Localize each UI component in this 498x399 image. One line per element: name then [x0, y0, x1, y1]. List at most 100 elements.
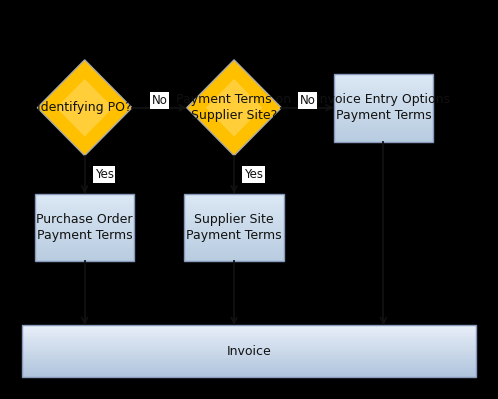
Bar — [35, 209, 134, 211]
Bar — [35, 234, 134, 236]
Bar — [22, 365, 476, 367]
Bar — [184, 236, 284, 238]
Bar — [334, 94, 433, 96]
Bar — [334, 89, 433, 91]
Bar — [334, 111, 433, 113]
Bar — [184, 202, 284, 204]
Bar — [35, 207, 134, 209]
Bar — [334, 105, 433, 106]
Bar — [334, 74, 433, 142]
Bar — [22, 369, 476, 371]
Bar — [184, 215, 284, 217]
Bar — [334, 115, 433, 116]
Bar — [22, 356, 476, 358]
Bar — [35, 229, 134, 231]
Bar — [184, 231, 284, 233]
Bar — [334, 128, 433, 130]
Text: Yes: Yes — [95, 168, 114, 181]
Bar — [35, 211, 134, 212]
Bar — [22, 359, 476, 360]
Bar — [22, 343, 476, 345]
Bar — [35, 194, 134, 261]
Bar — [22, 360, 476, 361]
Bar — [35, 202, 134, 204]
Bar — [22, 351, 476, 352]
Bar — [334, 79, 433, 81]
Bar — [184, 194, 284, 261]
Bar — [184, 219, 284, 221]
Bar — [334, 91, 433, 93]
Bar — [334, 140, 433, 142]
Bar — [184, 209, 284, 211]
Bar — [22, 355, 476, 356]
Polygon shape — [37, 60, 132, 156]
Bar — [22, 345, 476, 346]
Bar — [22, 337, 476, 338]
Bar — [22, 338, 476, 340]
Bar — [22, 364, 476, 365]
Bar — [184, 256, 284, 258]
Bar — [184, 211, 284, 212]
Bar — [184, 217, 284, 219]
Bar — [184, 222, 284, 224]
Bar — [22, 361, 476, 363]
Bar — [184, 199, 284, 200]
Bar — [184, 227, 284, 229]
Text: No: No — [300, 94, 315, 107]
Bar — [35, 251, 134, 253]
Bar — [184, 255, 284, 256]
Bar — [184, 243, 284, 244]
Bar — [22, 340, 476, 341]
Bar — [35, 241, 134, 243]
Text: Invoice Entry Options
Payment Terms: Invoice Entry Options Payment Terms — [316, 93, 451, 122]
Bar — [184, 249, 284, 251]
Bar — [35, 204, 134, 205]
Bar — [334, 113, 433, 115]
Bar — [35, 231, 134, 233]
Bar — [334, 77, 433, 79]
Bar — [22, 374, 476, 376]
Bar — [184, 204, 284, 205]
Bar — [35, 253, 134, 255]
Bar — [334, 124, 433, 126]
Bar — [35, 194, 134, 195]
Bar — [35, 215, 134, 217]
Bar — [184, 239, 284, 241]
Text: Purchase Order
Payment Terms: Purchase Order Payment Terms — [36, 213, 133, 242]
Bar — [22, 352, 476, 354]
Bar — [184, 226, 284, 227]
Bar — [35, 227, 134, 229]
Bar — [22, 326, 476, 328]
Text: Identifying PO?: Identifying PO? — [37, 101, 132, 114]
Bar — [22, 329, 476, 330]
Bar — [35, 214, 134, 215]
Bar — [334, 126, 433, 128]
Bar — [184, 253, 284, 255]
Bar — [22, 376, 476, 377]
Bar — [35, 224, 134, 226]
Bar — [184, 195, 284, 197]
Polygon shape — [187, 60, 281, 156]
Bar — [22, 347, 476, 349]
Polygon shape — [56, 79, 113, 136]
Bar — [22, 349, 476, 350]
Bar — [22, 367, 476, 368]
Bar — [334, 96, 433, 98]
Bar — [22, 371, 476, 372]
Bar — [184, 197, 284, 199]
Text: No: No — [151, 94, 167, 107]
Bar — [22, 333, 476, 334]
Bar — [334, 123, 433, 124]
Bar — [334, 136, 433, 138]
Bar — [35, 260, 134, 261]
Bar — [22, 363, 476, 364]
Bar — [35, 258, 134, 260]
Bar — [334, 138, 433, 140]
Bar — [334, 130, 433, 132]
Bar — [184, 224, 284, 226]
Bar — [334, 120, 433, 121]
Bar — [35, 249, 134, 251]
Polygon shape — [206, 79, 262, 136]
Bar — [334, 74, 433, 75]
Bar — [184, 207, 284, 209]
